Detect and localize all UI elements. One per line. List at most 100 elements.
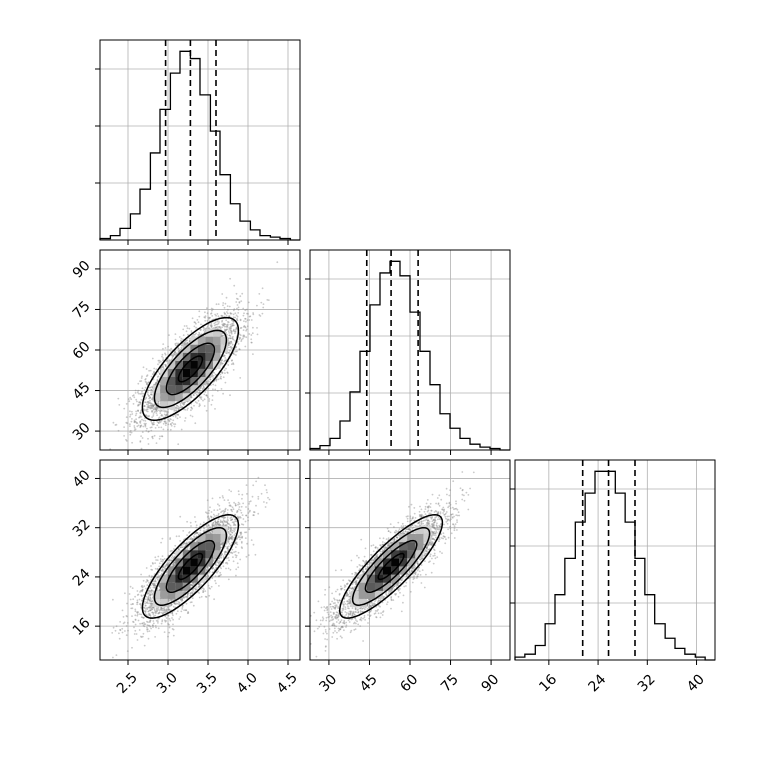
sample-point <box>182 334 185 337</box>
sample-point <box>237 343 240 345</box>
sample-point <box>137 409 139 412</box>
sample-point <box>250 338 253 341</box>
sample-point <box>230 327 232 330</box>
sample-point <box>222 322 225 325</box>
sample-point <box>167 563 170 565</box>
sample-point <box>190 396 192 399</box>
sample-point <box>156 410 158 413</box>
sample-point <box>225 314 228 317</box>
sample-point <box>216 561 219 564</box>
sample-point <box>158 383 161 386</box>
sample-point <box>227 321 230 324</box>
sample-point <box>112 466 114 468</box>
sample-point <box>198 585 200 588</box>
sample-point <box>146 383 149 386</box>
sample-point <box>150 406 153 409</box>
sample-point <box>229 349 231 352</box>
sample-point <box>117 455 119 457</box>
sample-point <box>232 521 235 524</box>
sample-point <box>147 406 150 409</box>
sample-point <box>214 523 217 526</box>
sample-point <box>140 392 143 395</box>
density-cell <box>152 393 161 402</box>
sample-point <box>139 420 142 423</box>
sample-point <box>229 325 232 328</box>
sample-point <box>241 292 244 295</box>
sample-point <box>218 325 221 328</box>
sample-point <box>236 350 238 353</box>
sample-point <box>139 403 141 406</box>
sample-point <box>151 437 154 440</box>
sample-point <box>235 568 238 571</box>
sample-point <box>149 603 152 606</box>
sample-point <box>145 396 148 399</box>
sample-point <box>221 332 223 335</box>
sample-point <box>143 389 146 391</box>
sample-point <box>133 421 136 424</box>
sample-point <box>178 408 180 411</box>
density-cell <box>190 385 198 394</box>
sample-point <box>143 405 146 408</box>
sample-point <box>165 365 167 368</box>
sample-point <box>216 390 219 392</box>
sample-point <box>236 318 238 321</box>
sample-point <box>239 295 242 298</box>
sample-point <box>171 355 174 358</box>
sample-point <box>173 353 176 356</box>
sample-point <box>173 410 176 412</box>
sample-point <box>233 328 235 331</box>
sample-point <box>233 353 236 356</box>
sample-point <box>175 409 177 412</box>
sample-point <box>225 331 227 334</box>
sample-point <box>230 347 233 350</box>
sample-point <box>133 429 136 431</box>
sample-point <box>164 364 167 366</box>
sample-point <box>237 517 240 520</box>
sample-point <box>171 421 174 424</box>
sample-point <box>160 426 163 429</box>
sample-point <box>226 372 229 374</box>
density-cell <box>190 352 198 361</box>
sample-point <box>176 413 178 416</box>
sample-point <box>152 586 155 589</box>
sample-point <box>215 379 218 382</box>
sample-point <box>140 409 142 412</box>
sample-point <box>198 315 201 318</box>
sample-point <box>179 348 182 351</box>
sample-point <box>221 371 223 374</box>
sample-point <box>175 409 178 411</box>
sample-point <box>227 578 230 581</box>
sample-point <box>234 328 237 331</box>
sample-point <box>242 329 245 331</box>
sample-point <box>223 306 226 309</box>
sample-point <box>229 337 232 340</box>
sample-point <box>231 359 234 362</box>
sample-point <box>194 401 197 403</box>
sample-point <box>234 332 236 335</box>
sample-point <box>171 357 174 359</box>
sample-point <box>158 359 161 362</box>
sample-point <box>189 414 192 417</box>
sample-point <box>244 345 247 348</box>
sample-point <box>136 422 139 425</box>
density-cell <box>167 393 176 402</box>
sample-point <box>262 306 265 309</box>
sample-point <box>183 403 186 405</box>
sample-point <box>176 405 178 407</box>
density-cell <box>175 360 183 369</box>
sample-point <box>256 333 259 336</box>
sample-point <box>178 406 181 409</box>
sample-point <box>229 394 231 397</box>
sample-point <box>131 418 133 420</box>
density-cell <box>160 393 168 402</box>
sample-point <box>198 405 201 408</box>
sample-point <box>157 371 160 373</box>
sample-point <box>149 602 151 605</box>
sample-point <box>141 437 144 439</box>
sample-point <box>205 578 208 581</box>
sample-point <box>151 416 154 419</box>
sample-point <box>191 584 194 587</box>
sample-point <box>128 593 131 595</box>
sample-point <box>145 397 147 400</box>
sample-point <box>144 424 147 426</box>
